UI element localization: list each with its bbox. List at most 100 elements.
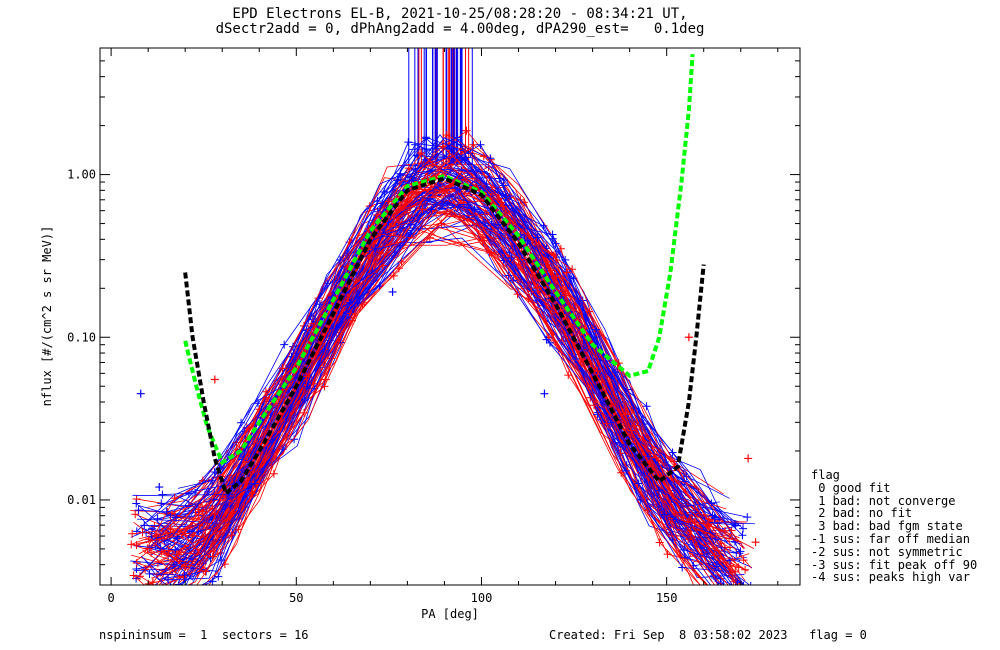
data-point xyxy=(135,572,144,581)
trace-line xyxy=(187,212,708,585)
trace-line xyxy=(168,152,755,555)
data-point xyxy=(660,510,669,519)
data-point xyxy=(209,495,218,504)
data-point xyxy=(280,340,289,349)
data-point xyxy=(132,559,141,568)
data-point xyxy=(156,600,164,608)
data-point xyxy=(642,402,651,411)
data-point xyxy=(739,524,748,533)
data-point xyxy=(159,597,167,605)
data-point xyxy=(162,507,171,516)
data-point xyxy=(214,572,223,581)
trace-line xyxy=(156,210,694,585)
trace-line xyxy=(133,165,713,563)
data-point xyxy=(373,197,382,206)
trace-line xyxy=(168,208,715,557)
data-point xyxy=(743,513,752,522)
data-point xyxy=(400,237,409,246)
data-point xyxy=(507,253,516,262)
data-point xyxy=(708,594,716,602)
data-point xyxy=(134,506,143,515)
y-axis-label: nflux [#/(cm^2 s sr MeV)] xyxy=(40,226,54,407)
data-point xyxy=(545,338,554,347)
outlier-point xyxy=(751,538,760,547)
trace-line xyxy=(176,211,708,585)
data-point xyxy=(655,538,664,547)
trace-line xyxy=(161,173,723,585)
outlier-point xyxy=(136,389,145,398)
plot-frame xyxy=(99,47,801,586)
trace-line xyxy=(139,226,716,585)
data-point xyxy=(476,140,485,149)
data-point xyxy=(539,221,548,230)
data-point xyxy=(143,594,151,602)
data-point xyxy=(737,600,745,608)
data-point xyxy=(644,473,653,482)
data-point xyxy=(478,236,487,245)
trace-line xyxy=(137,166,715,524)
data-point xyxy=(738,531,747,540)
data-point xyxy=(301,395,310,404)
data-point xyxy=(144,535,153,544)
data-point xyxy=(469,140,478,149)
data-point xyxy=(442,130,451,139)
data-point xyxy=(156,597,164,605)
data-point xyxy=(142,590,150,598)
data-point xyxy=(157,499,166,508)
data-point xyxy=(204,487,213,496)
data-point xyxy=(427,205,436,214)
data-point xyxy=(712,562,721,571)
data-point xyxy=(131,605,139,613)
legend-item-not-symmetric: -2 sus: not symmetric xyxy=(811,544,963,559)
data-point xyxy=(128,529,137,538)
data-point xyxy=(738,584,740,585)
data-point xyxy=(548,230,557,239)
data-point xyxy=(195,521,204,530)
data-point xyxy=(712,546,721,555)
data-point xyxy=(591,325,600,334)
data-point xyxy=(394,264,403,273)
data-point xyxy=(250,479,259,488)
data-point xyxy=(571,355,580,364)
outlier-point xyxy=(562,268,571,277)
data-point xyxy=(140,521,149,530)
data-point xyxy=(710,551,719,560)
outlier-point xyxy=(155,483,164,492)
data-point xyxy=(627,426,636,435)
data-point xyxy=(561,291,570,300)
data-point xyxy=(593,367,602,376)
data-point xyxy=(156,600,164,608)
data-point xyxy=(745,588,753,596)
data-point xyxy=(131,510,140,519)
data-point xyxy=(198,592,206,600)
data-point xyxy=(332,323,341,332)
data-point xyxy=(602,419,611,428)
data-point xyxy=(440,186,449,195)
data-point xyxy=(389,271,398,280)
data-point xyxy=(732,548,741,557)
axis-layer: 0 50 100 150 0.01 0.10 1.00 xyxy=(67,47,800,605)
data-point xyxy=(208,577,217,585)
data-point xyxy=(617,468,626,477)
legend-item-far-off-median: -1 sus: far off median xyxy=(811,531,970,546)
data-point xyxy=(743,581,745,585)
data-point xyxy=(269,469,278,478)
data-point xyxy=(152,532,161,541)
data-point xyxy=(129,571,138,580)
trace-line xyxy=(138,134,720,519)
trace-line xyxy=(203,205,734,585)
data-point xyxy=(132,541,141,550)
data-point xyxy=(741,565,750,574)
data-point xyxy=(411,140,420,149)
data-point xyxy=(462,126,471,135)
data-point xyxy=(680,545,689,554)
data-point xyxy=(261,387,270,396)
legend-title: flag xyxy=(811,468,840,482)
data-point xyxy=(533,233,542,242)
trace-line xyxy=(162,157,745,585)
trace-line xyxy=(157,188,701,585)
data-point xyxy=(173,534,182,543)
data-point xyxy=(201,567,210,576)
data-point xyxy=(216,555,225,564)
data-point xyxy=(422,134,431,143)
